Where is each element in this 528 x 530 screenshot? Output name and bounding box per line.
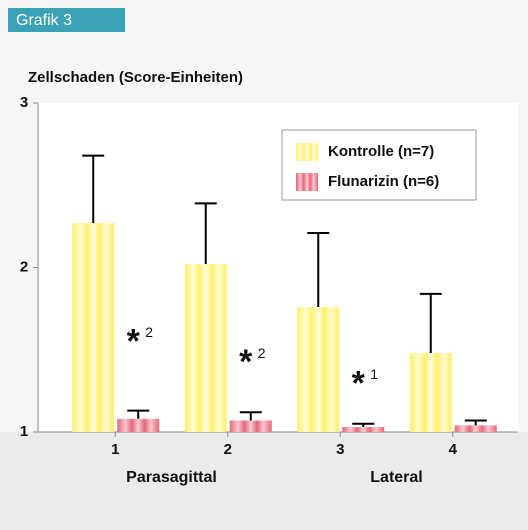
bar xyxy=(184,264,227,432)
x-tick-label: 1 xyxy=(111,441,119,458)
bar xyxy=(117,418,160,432)
legend-swatch xyxy=(296,173,318,191)
annotation-symbol: * xyxy=(352,364,366,402)
annotation-symbol: * xyxy=(127,323,141,361)
annotation-symbol: * xyxy=(239,343,253,381)
x-tick-label: 3 xyxy=(336,441,344,458)
legend-label: Flunarizin (n=6) xyxy=(328,173,439,190)
group-label: Lateral xyxy=(370,469,422,486)
annotation-superscript: 2 xyxy=(258,345,266,361)
bar xyxy=(409,353,452,432)
legend-swatch xyxy=(296,143,318,161)
annotation-superscript: 2 xyxy=(145,324,153,340)
y-tick-label: 2 xyxy=(20,258,28,275)
annotation-superscript: 1 xyxy=(370,366,378,382)
x-tick-label: 2 xyxy=(224,441,232,458)
header-box xyxy=(8,8,125,32)
bar xyxy=(229,420,272,432)
group-label: Parasagittal xyxy=(126,469,217,486)
y-tick-label: 3 xyxy=(20,94,28,111)
bar xyxy=(342,427,385,432)
y-axis-label: Zellschaden (Score-Einheiten) xyxy=(28,69,243,86)
x-tick-label: 4 xyxy=(449,441,458,458)
y-tick-label: 1 xyxy=(20,423,28,440)
bar xyxy=(297,306,340,432)
header: Grafik 3 xyxy=(16,12,72,29)
legend-label: Kontrolle (n=7) xyxy=(328,143,434,160)
bar xyxy=(454,425,497,432)
bar xyxy=(72,223,115,432)
